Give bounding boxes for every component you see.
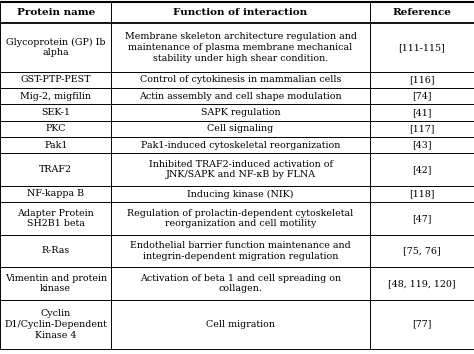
Text: Pak1: Pak1 — [44, 141, 67, 150]
Text: NF-kappa B: NF-kappa B — [27, 189, 84, 199]
Text: PKC: PKC — [46, 124, 66, 133]
Text: Mig-2, migfilin: Mig-2, migfilin — [20, 92, 91, 101]
Text: SEK-1: SEK-1 — [41, 108, 70, 117]
Text: Regulation of prolactin-dependent cytoskeletal
reorganization and cell motility: Regulation of prolactin-dependent cytosk… — [128, 209, 354, 228]
Text: Protein name: Protein name — [17, 8, 95, 17]
Text: GST-PTP-PEST: GST-PTP-PEST — [20, 75, 91, 85]
Text: [47]: [47] — [412, 214, 432, 223]
Text: Adapter Protein
SH2B1 beta: Adapter Protein SH2B1 beta — [18, 209, 94, 228]
Text: [75, 76]: [75, 76] — [403, 246, 441, 256]
Text: Function of interaction: Function of interaction — [173, 8, 308, 17]
Text: [116]: [116] — [409, 75, 435, 85]
Text: [43]: [43] — [412, 141, 432, 150]
Text: Activation of beta 1 and cell spreading on
collagen.: Activation of beta 1 and cell spreading … — [140, 274, 341, 293]
Text: Pak1-induced cytoskeletal reorganization: Pak1-induced cytoskeletal reorganization — [141, 141, 340, 150]
Text: Vimentin and protein
kinase: Vimentin and protein kinase — [5, 274, 107, 293]
Text: Cell migration: Cell migration — [206, 320, 275, 329]
Text: [74]: [74] — [412, 92, 432, 101]
Text: SAPK regulation: SAPK regulation — [201, 108, 280, 117]
Text: [77]: [77] — [412, 320, 432, 329]
Text: [111-115]: [111-115] — [399, 43, 445, 52]
Text: [48, 119, 120]: [48, 119, 120] — [388, 279, 456, 288]
Text: Control of cytokinesis in mammalian cells: Control of cytokinesis in mammalian cell… — [140, 75, 341, 85]
Text: Cell signaling: Cell signaling — [208, 124, 273, 133]
Text: [117]: [117] — [409, 124, 435, 133]
Text: Actin assembly and cell shape modulation: Actin assembly and cell shape modulation — [139, 92, 342, 101]
Text: Reference: Reference — [392, 8, 451, 17]
Text: Cyclin
D1/Cyclin-Dependent
Kinase 4: Cyclin D1/Cyclin-Dependent Kinase 4 — [4, 309, 107, 339]
Text: TRAF2: TRAF2 — [39, 165, 72, 174]
Text: R-Ras: R-Ras — [42, 246, 70, 256]
Text: Inducing kinase (NIK): Inducing kinase (NIK) — [187, 189, 294, 199]
Text: [42]: [42] — [412, 165, 432, 174]
Text: Endothelial barrier function maintenance and
integrin-dependent migration regula: Endothelial barrier function maintenance… — [130, 241, 351, 261]
Text: [41]: [41] — [412, 108, 432, 117]
Text: [118]: [118] — [409, 189, 435, 199]
Text: Glycoprotein (GP) Ib
alpha: Glycoprotein (GP) Ib alpha — [6, 38, 105, 57]
Text: Membrane skeleton architecture regulation and
maintenance of plasma membrane mec: Membrane skeleton architecture regulatio… — [125, 32, 356, 63]
Text: Inhibited TRAF2-induced activation of
JNK/SAPK and NF-κB by FLNA: Inhibited TRAF2-induced activation of JN… — [148, 160, 333, 179]
